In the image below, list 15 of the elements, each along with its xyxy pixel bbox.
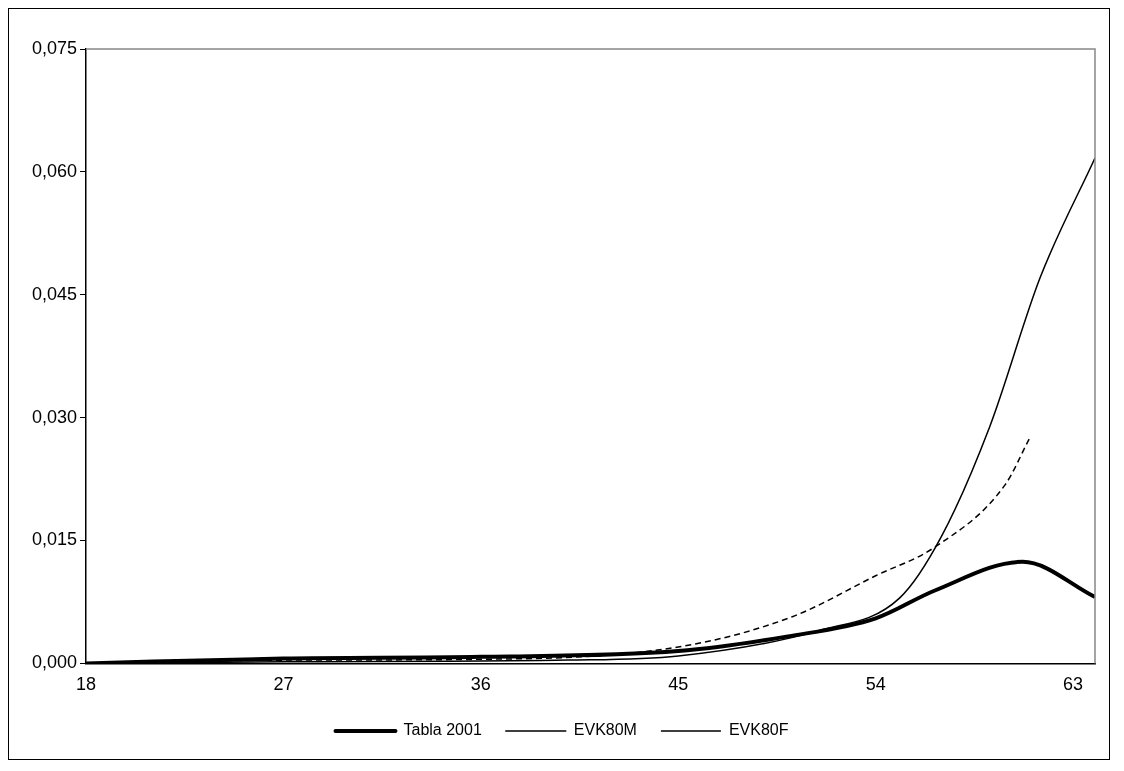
x-tick-label: 63	[1063, 674, 1084, 695]
x-tick-label: 54	[865, 674, 886, 695]
legend-label: EVK80M	[573, 721, 637, 739]
y-tick-label: 0,030	[32, 406, 78, 427]
y-tick-label: 0,060	[32, 160, 78, 181]
x-tick-label: 18	[76, 674, 97, 695]
y-tick-label: 0,075	[32, 37, 78, 58]
y-tick-label: 0,015	[32, 529, 78, 550]
x-tick-label: 45	[668, 674, 689, 695]
legend-label: Tabla 2001	[403, 721, 482, 739]
legend-label: EVK80F	[728, 721, 789, 739]
x-tick-label: 36	[470, 674, 491, 695]
x-tick-label: 27	[273, 674, 294, 695]
y-tick-label: 0,000	[32, 652, 78, 673]
y-tick-label: 0,045	[32, 283, 78, 304]
